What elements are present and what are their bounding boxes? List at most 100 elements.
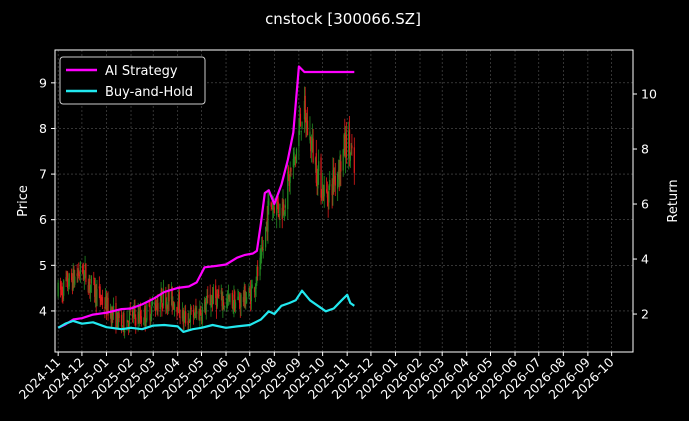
candle-body: [344, 132, 347, 158]
y-left-tick-label: 6: [39, 212, 47, 227]
candle-body: [71, 277, 74, 291]
candle-body: [138, 313, 140, 323]
candle-body: [165, 291, 167, 309]
candle-body: [251, 284, 253, 289]
candle-body: [303, 100, 306, 120]
candle-body: [298, 130, 300, 147]
candle-body: [101, 298, 103, 300]
candle-body: [265, 226, 267, 248]
candle-body: [177, 295, 180, 313]
candle-body: [333, 167, 335, 185]
candle-body: [334, 175, 336, 186]
candle-body: [57, 282, 59, 297]
candle-body: [61, 286, 63, 296]
candle-body: [317, 170, 319, 189]
candle-body: [337, 173, 339, 189]
candle-body: [124, 330, 126, 333]
candle-body: [172, 301, 174, 307]
candle-body: [139, 310, 141, 320]
candle-body: [98, 286, 100, 289]
candle-body: [111, 308, 113, 325]
candle-body: [320, 157, 322, 198]
y-axis-right-label: Return: [666, 179, 681, 222]
candle-body: [266, 218, 268, 233]
candle-body: [181, 309, 184, 319]
candle-body: [218, 295, 220, 296]
candle-body: [314, 157, 317, 165]
candle-body: [215, 296, 218, 309]
series-line-ai-strategy: [57, 65, 355, 329]
candle-body: [182, 310, 184, 325]
candle-body: [262, 249, 264, 250]
candle-body: [209, 294, 211, 305]
candle-body: [187, 321, 189, 325]
candle-body: [290, 167, 292, 172]
candle-body: [122, 313, 124, 324]
candle-body: [281, 207, 283, 220]
candle-body: [106, 297, 108, 313]
candle-body: [93, 279, 96, 297]
candle-body: [135, 317, 137, 326]
legend: AI Strategy Buy-and-Hold: [59, 56, 206, 105]
candle-body: [238, 299, 241, 303]
candle-body: [287, 167, 290, 176]
candle-body: [112, 306, 115, 314]
candle-body: [78, 270, 80, 276]
candle-body: [79, 262, 81, 274]
candle-body: [246, 297, 248, 304]
candle-body: [240, 294, 242, 308]
candle-body: [223, 302, 225, 306]
candle-body: [167, 291, 169, 309]
candle-body: [200, 309, 202, 315]
candle-body: [226, 298, 228, 307]
candle-body: [131, 310, 134, 318]
candle-body: [332, 170, 334, 194]
candle-body: [227, 294, 229, 300]
candle-body: [342, 149, 344, 171]
candle-body: [327, 193, 329, 206]
candle-body: [276, 195, 279, 204]
candle-body: [310, 137, 312, 152]
candle-body: [176, 306, 178, 312]
y-right-tick-label: 4: [641, 252, 649, 267]
candle-body: [198, 310, 200, 320]
candle-body: [245, 300, 247, 305]
candle-body: [101, 296, 104, 305]
candle-body: [221, 292, 223, 307]
candle-body: [168, 290, 170, 302]
candle-body: [344, 133, 346, 156]
candle-body: [126, 319, 128, 331]
candle-body: [96, 289, 98, 307]
candle-body: [121, 325, 123, 327]
candle-body: [63, 280, 65, 296]
candle-body: [95, 285, 97, 304]
candle-body: [65, 277, 67, 281]
candle-body: [272, 203, 275, 210]
candle-body: [255, 284, 257, 289]
candle-body: [193, 317, 195, 318]
candle-body: [140, 316, 142, 323]
candle-body: [301, 121, 303, 129]
candle-body: [259, 257, 261, 276]
candle-body: [260, 253, 262, 259]
candle-body: [282, 201, 284, 218]
candle-body: [77, 273, 79, 275]
candle-body: [204, 302, 207, 313]
legend-label-buy-and-hold: Buy-and-Hold: [105, 85, 193, 100]
candle-body: [333, 176, 336, 182]
series-layer: [57, 65, 355, 333]
candle-body: [299, 113, 302, 127]
candle-body: [66, 274, 68, 278]
candle-body: [192, 309, 195, 318]
candle-body: [166, 305, 169, 309]
candle-body: [84, 265, 86, 269]
candle-body: [321, 197, 323, 199]
candle-body: [331, 184, 333, 196]
candle-body: [68, 273, 70, 287]
candle-body: [189, 321, 191, 323]
candle-body: [178, 291, 180, 314]
candle-body: [160, 290, 162, 301]
candle-body: [284, 205, 287, 208]
candle-body: [210, 303, 212, 308]
